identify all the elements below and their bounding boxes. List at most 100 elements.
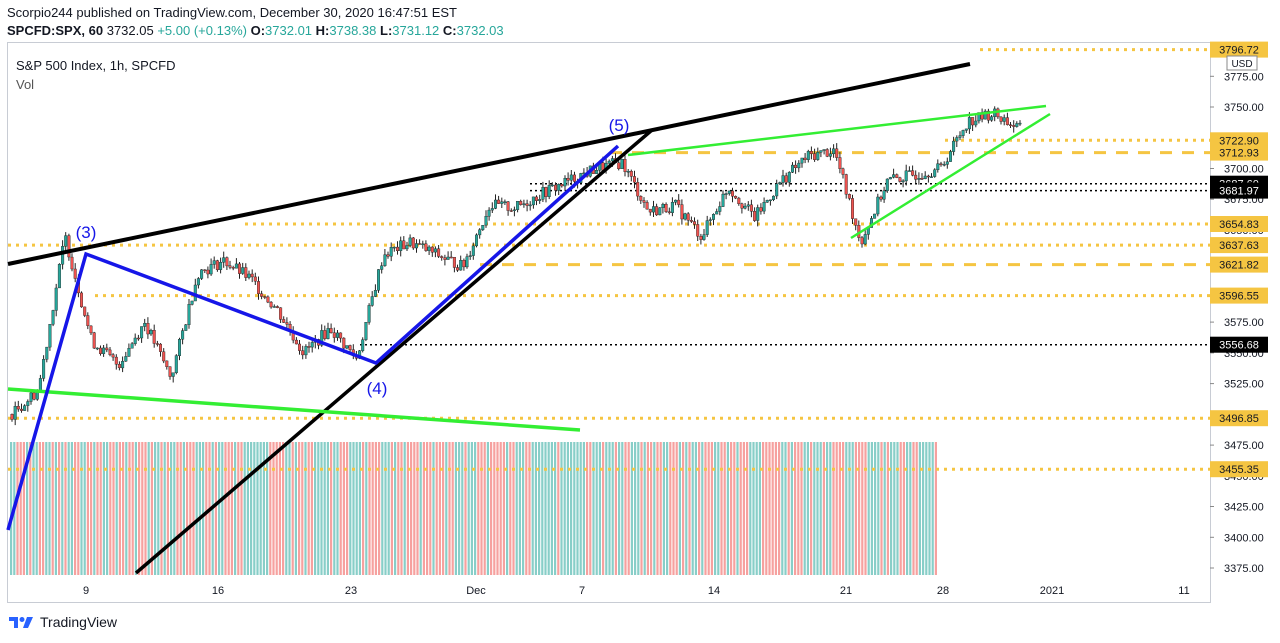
candle-body — [522, 203, 526, 205]
volume-bar — [406, 442, 409, 575]
volume-bar — [80, 442, 83, 575]
candle-body — [348, 345, 352, 351]
volume-bar — [243, 442, 246, 575]
candle-body — [269, 301, 273, 308]
price-level-badge — [1210, 237, 1268, 254]
candle-body — [566, 177, 570, 181]
candle-body — [595, 169, 599, 174]
candle-body — [686, 213, 690, 221]
candle-body — [171, 372, 175, 377]
candle-body — [342, 337, 346, 349]
volume-bar — [387, 442, 390, 575]
candle-body — [32, 392, 36, 400]
volume-bar — [912, 442, 915, 575]
volume-bar — [662, 442, 665, 575]
candle-body — [955, 137, 959, 142]
volume-bar — [35, 442, 38, 575]
candle-body — [803, 157, 807, 160]
candle-body — [977, 112, 981, 122]
price-level-badge-label: 3722.90 — [1219, 135, 1259, 147]
volume-bar — [736, 442, 739, 575]
candle-body — [743, 205, 747, 209]
candle-body — [361, 339, 365, 351]
x-tick-label: 2021 — [1040, 585, 1064, 597]
candle-body — [756, 207, 760, 221]
volume-bar — [205, 442, 208, 575]
volume-bar — [669, 442, 672, 575]
chart-legend-title[interactable]: S&P 500 Index, 1h, SPCFD — [16, 58, 176, 73]
volume-legend[interactable]: Vol — [16, 77, 35, 92]
volume-bar — [902, 442, 905, 575]
volume-bar — [432, 442, 435, 575]
candle-body — [114, 356, 118, 365]
volume-bar — [717, 442, 720, 575]
volume-bar — [202, 442, 205, 575]
price-level-badge — [1210, 256, 1268, 273]
candle-body — [689, 220, 693, 222]
candle-body — [320, 330, 324, 346]
volume-bar — [195, 442, 198, 575]
volume-bar — [806, 442, 809, 575]
volume-bar — [330, 442, 333, 575]
candle-body — [282, 319, 286, 323]
volume-bar — [38, 442, 41, 575]
candle-body — [190, 300, 194, 305]
volume-bar — [221, 442, 224, 575]
tradingview-footer[interactable]: TradingView — [8, 614, 117, 630]
price-level-badge-label: 3596.55 — [1219, 291, 1259, 303]
candle-body — [225, 257, 229, 267]
volume-bar — [474, 442, 477, 575]
candle-body — [835, 148, 839, 158]
volume-bar — [419, 442, 422, 575]
volume-bar — [109, 442, 112, 575]
candle-body — [219, 262, 223, 270]
candle-body — [443, 257, 447, 260]
y-tick-label: 3425.00 — [1224, 502, 1264, 514]
candle-body — [828, 153, 832, 157]
volume-bar — [720, 442, 723, 575]
volume-bar — [531, 442, 534, 575]
volume-bar — [45, 442, 48, 575]
volume-bar — [262, 442, 265, 575]
volume-bar — [90, 442, 93, 575]
candle-body — [86, 315, 90, 327]
volume-bar — [730, 442, 733, 575]
candle-body — [784, 175, 788, 183]
volume-bar — [605, 442, 608, 575]
volume-bar — [422, 442, 425, 575]
candle-body — [873, 213, 877, 219]
candle-body — [655, 206, 659, 216]
volume-bar — [762, 442, 765, 575]
candle-body — [930, 176, 934, 178]
candle-body — [48, 324, 52, 348]
candle-body — [29, 392, 33, 402]
candle-body — [639, 195, 643, 201]
candle-body — [244, 267, 248, 278]
y-tick-label: 3775.00 — [1224, 71, 1264, 83]
candle-body — [421, 243, 425, 246]
volume-bar — [256, 442, 259, 575]
candle-body — [408, 237, 412, 246]
price-level-badge — [1210, 132, 1268, 149]
volume-bar — [896, 442, 899, 575]
candle-body — [531, 196, 535, 206]
candle-body — [121, 361, 125, 369]
volume-bar — [74, 442, 77, 575]
volume-bar — [170, 442, 173, 575]
candle-body — [569, 174, 573, 181]
volume-bar — [707, 442, 710, 575]
volume-bar — [224, 442, 227, 575]
candle-body — [851, 198, 855, 219]
volume-bar — [61, 442, 64, 575]
candle-body — [215, 260, 219, 271]
symbol[interactable]: SPCFD:SPX, 60 — [7, 23, 104, 38]
candle-body — [23, 405, 27, 411]
price-change: +5.00 (+0.13%) — [157, 23, 247, 38]
candle-body — [124, 356, 128, 362]
y-tick-label: 3750.00 — [1224, 102, 1264, 114]
volume-bar — [122, 442, 125, 575]
volume-bar — [186, 442, 189, 575]
candle-body — [285, 322, 289, 325]
candle-body — [200, 269, 204, 279]
